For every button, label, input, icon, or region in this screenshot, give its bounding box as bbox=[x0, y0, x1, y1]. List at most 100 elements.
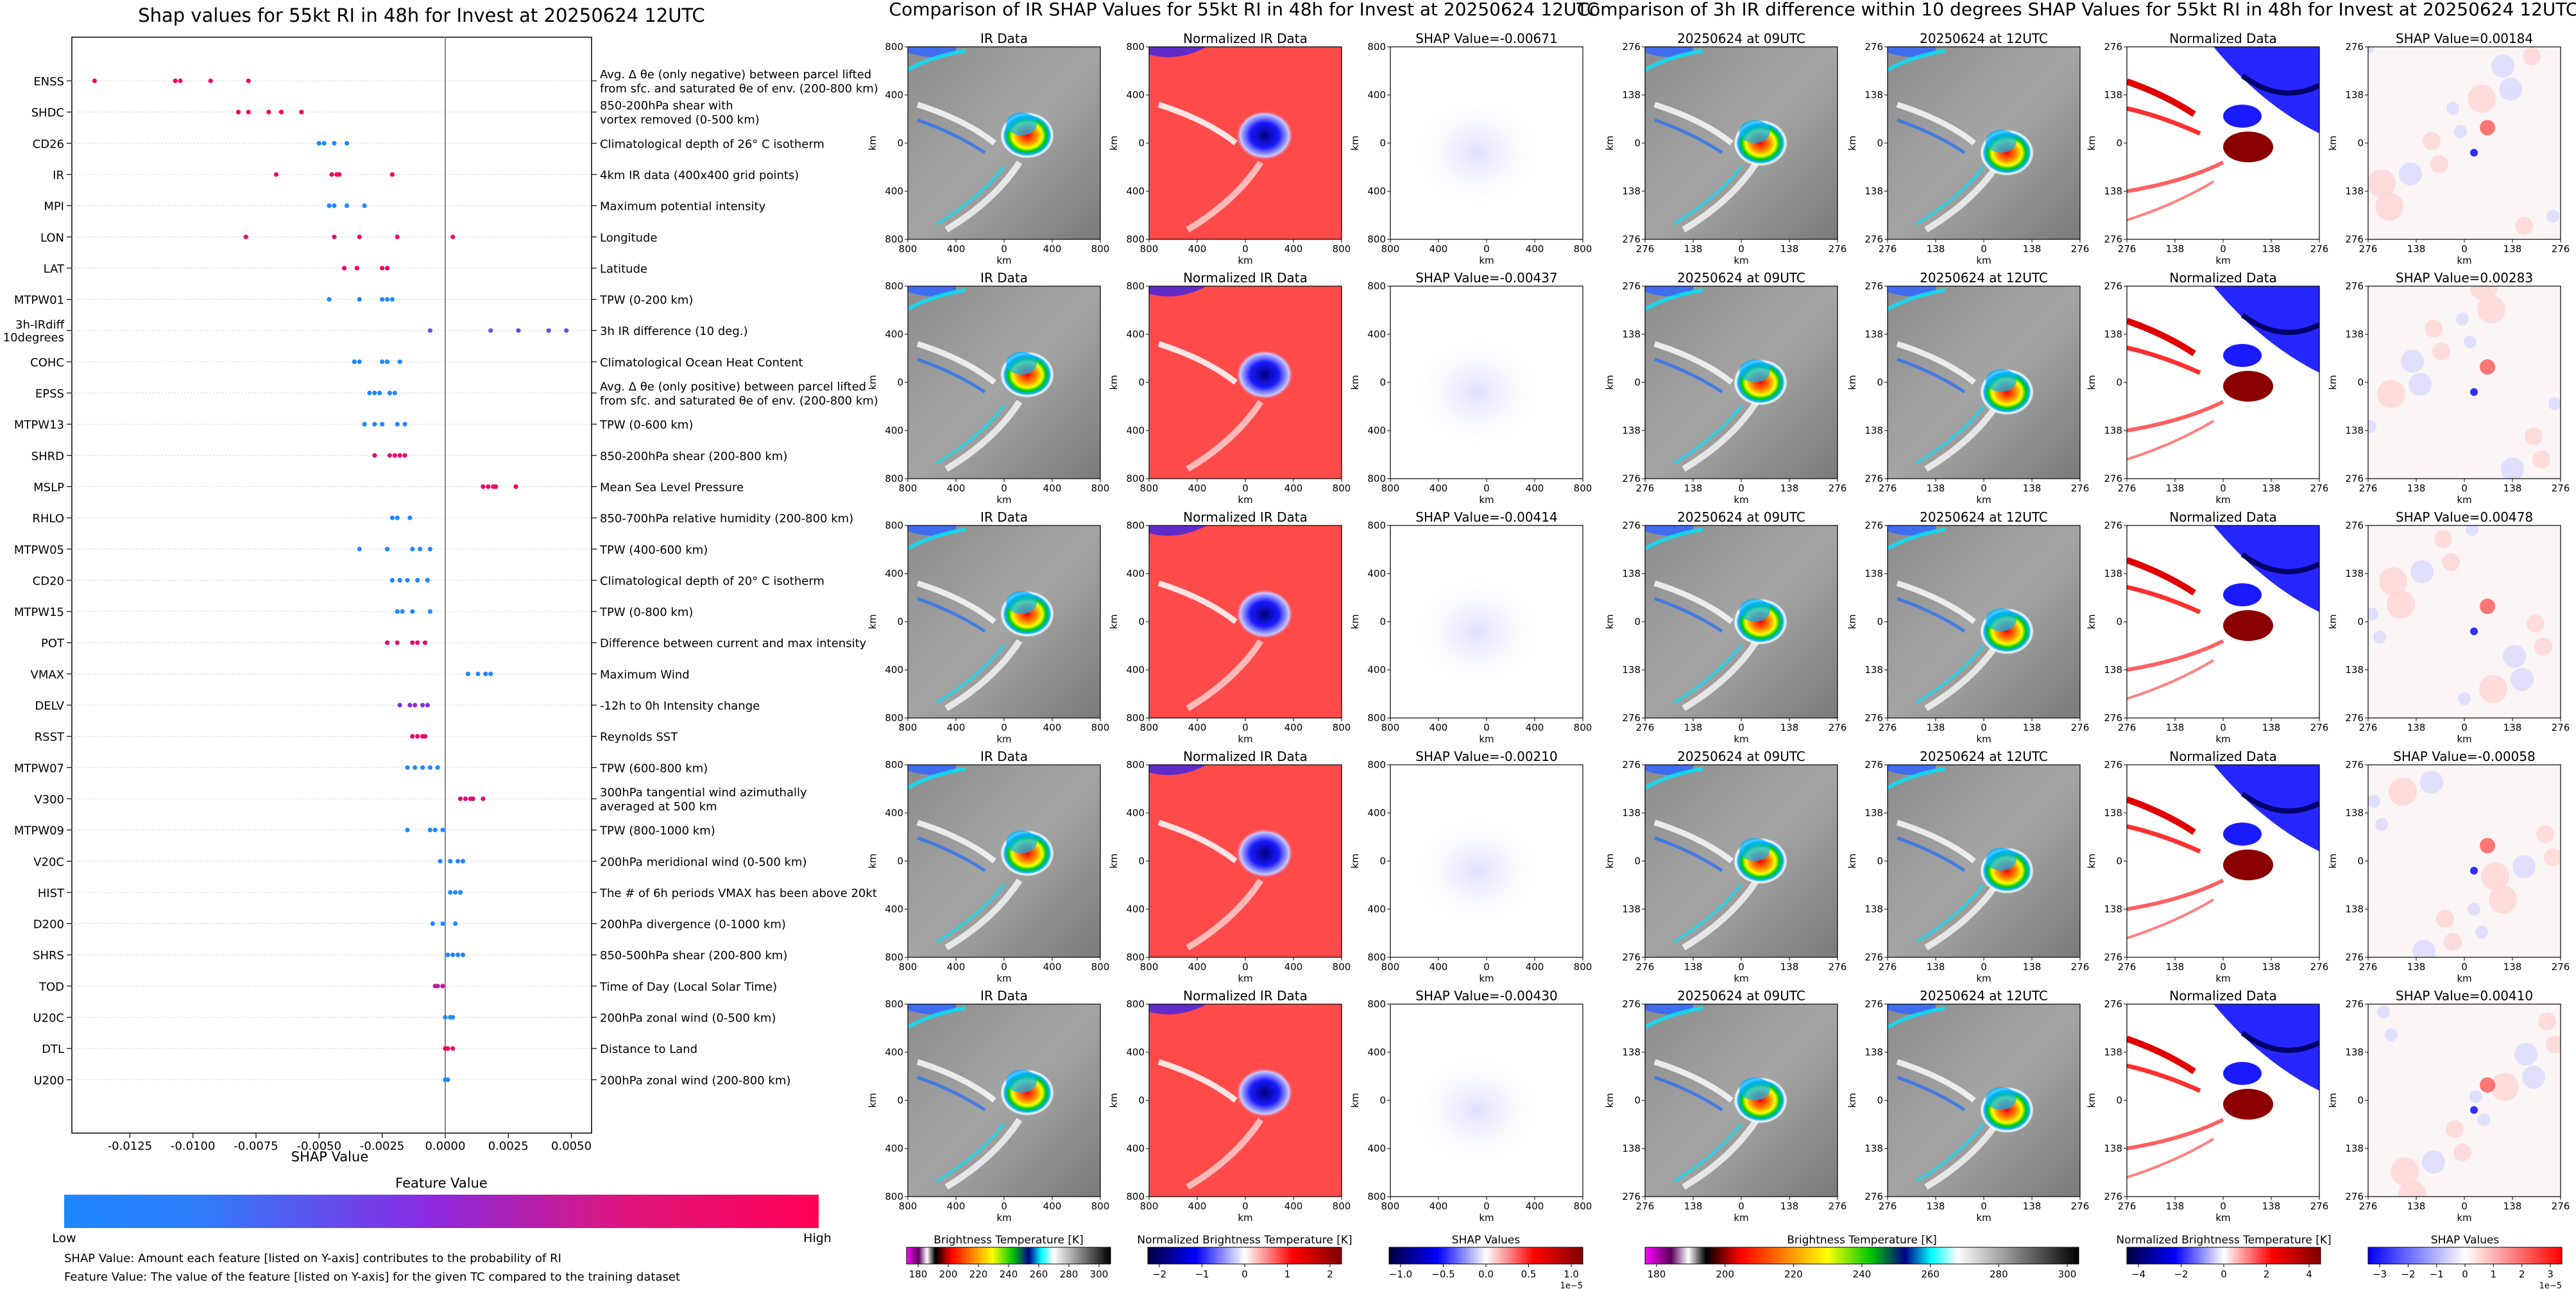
shap-point bbox=[380, 296, 385, 302]
shap-point bbox=[410, 547, 415, 552]
diff-x-tick-label: 0 bbox=[2220, 722, 2226, 733]
shap-feature-label: 3h-IRdiff bbox=[15, 318, 65, 332]
shap-point bbox=[413, 703, 418, 708]
diff-x-tick-label: 276 bbox=[2310, 482, 2329, 494]
ir-panel bbox=[1390, 765, 1583, 957]
diff-x-tick-label: 276 bbox=[1829, 722, 1847, 733]
ir-x-tick-label: 0 bbox=[1001, 961, 1007, 973]
ir-panel bbox=[908, 286, 1100, 479]
feature-colorbar-title: Feature Value bbox=[395, 1175, 488, 1191]
diff-x-tick-label: 138 bbox=[2503, 243, 2522, 255]
diff-y-tick-label: 138 bbox=[2104, 89, 2122, 101]
ir-y-axis-label: km bbox=[1349, 853, 1361, 868]
diff-norm-colorbar-tick-label: −4 bbox=[2131, 1268, 2145, 1280]
shap-feature-description: Difference between current and max inten… bbox=[600, 637, 867, 651]
feature-colorbar bbox=[64, 1195, 819, 1228]
diff-x-tick-label: 138 bbox=[2407, 961, 2426, 973]
shap-point bbox=[435, 984, 440, 989]
shap-point bbox=[377, 390, 382, 396]
ir-x-tick-label: 800 bbox=[899, 243, 917, 255]
diff-y-tick-label: 0 bbox=[2116, 377, 2122, 388]
ir-x-axis-label: km bbox=[1238, 733, 1252, 745]
ir-panel-grid: IR Data80080040040000400400800800kmkmNor… bbox=[867, 31, 1592, 1224]
diff-y-tick-label: 276 bbox=[2104, 952, 2122, 963]
shap-point bbox=[448, 858, 453, 864]
diff-y-tick-label: 276 bbox=[1864, 1191, 1883, 1202]
ir-x-axis-label: km bbox=[1238, 973, 1252, 984]
ir-y-axis-label: km bbox=[1108, 375, 1120, 389]
diff-y-tick-label: 138 bbox=[1864, 329, 1883, 340]
shap-point bbox=[450, 952, 456, 957]
ir-y-tick-label: 0 bbox=[897, 137, 903, 149]
diff-x-tick-label: 276 bbox=[2071, 482, 2090, 494]
diff-shap-colorbar-tick-label: 1 bbox=[2491, 1268, 2497, 1280]
diff-panel bbox=[1888, 286, 2080, 479]
diff-panel bbox=[2127, 47, 2319, 239]
ir-y-tick-label: 400 bbox=[1367, 568, 1386, 579]
ir-shap-colorbar-title: SHAP Values bbox=[1452, 1234, 1521, 1247]
diff-bt-colorbar-tick-label: 260 bbox=[1921, 1268, 1940, 1280]
ir-y-axis-label: km bbox=[867, 1093, 878, 1107]
diff-y-tick-label: 138 bbox=[2104, 807, 2122, 819]
ir-x-tick-label: 400 bbox=[1188, 243, 1207, 255]
shap-point bbox=[395, 515, 400, 520]
ir-y-axis-label: km bbox=[1108, 853, 1120, 868]
ir-y-tick-label: 800 bbox=[1126, 520, 1145, 531]
ir-y-tick-label: 400 bbox=[885, 664, 903, 676]
ir-x-tick-label: 0 bbox=[1242, 243, 1249, 255]
ir-y-tick-label: 400 bbox=[885, 1143, 903, 1154]
ir-y-tick-label: 800 bbox=[1367, 473, 1386, 484]
shap-point bbox=[384, 547, 390, 552]
diff-y-tick-label: 276 bbox=[2104, 473, 2122, 484]
ir-x-tick-label: 800 bbox=[1091, 1200, 1110, 1212]
diff-bt-colorbar-title: Brightness Temperature [K] bbox=[1787, 1234, 1936, 1247]
diff-panel-title: Normalized Data bbox=[2169, 31, 2277, 46]
ir-panel bbox=[908, 525, 1100, 718]
diff-x-axis-label: km bbox=[1734, 973, 1748, 984]
diff-norm-colorbar-tick-label: 4 bbox=[2306, 1268, 2312, 1280]
shap-point bbox=[357, 296, 362, 302]
ir-norm-colorbar bbox=[1147, 1247, 1342, 1265]
ir-y-tick-label: 800 bbox=[885, 234, 903, 245]
shap-feature-description: 850-200hPa shear (200-800 km) bbox=[600, 450, 787, 463]
ir-bt-colorbar-tick-label: 280 bbox=[1060, 1268, 1079, 1280]
ir-shap-colorbar-tick-label: −1.0 bbox=[1389, 1268, 1412, 1280]
shap-point bbox=[430, 921, 435, 926]
shap-feature-label: RHLO bbox=[32, 512, 64, 525]
ir-x-tick-label: 800 bbox=[1091, 243, 1110, 255]
ir-x-tick-label: 800 bbox=[1333, 722, 1351, 733]
shap-feature-description: Distance to Land bbox=[600, 1043, 697, 1056]
ir-x-tick-label: 800 bbox=[1333, 243, 1351, 255]
shap-point bbox=[397, 453, 402, 458]
shap-feature-label: CD20 bbox=[33, 574, 64, 588]
ir-x-tick-label: 0 bbox=[1001, 243, 1007, 255]
ir-x-tick-label: 400 bbox=[1429, 722, 1448, 733]
diff-x-tick-label: 276 bbox=[1829, 243, 1847, 255]
diff-x-tick-label: 138 bbox=[2262, 243, 2281, 255]
ir-panel bbox=[1149, 765, 1342, 957]
ir-panel bbox=[908, 1004, 1100, 1197]
diff-y-axis-label: km bbox=[2086, 375, 2097, 389]
diff-panel-title: Normalized Data bbox=[2169, 509, 2277, 525]
shap-point bbox=[397, 703, 402, 708]
diff-y-tick-label: 276 bbox=[1622, 998, 1641, 1010]
shap-point bbox=[332, 234, 337, 239]
diff-x-tick-label: 0 bbox=[2461, 482, 2468, 494]
diff-panel bbox=[1645, 525, 1838, 718]
diff-y-tick-label: 276 bbox=[2345, 473, 2364, 484]
shap-point bbox=[486, 484, 491, 490]
ir-bt-colorbar-tick-label: 180 bbox=[909, 1268, 928, 1280]
shap-feature-description: Maximum Wind bbox=[600, 668, 690, 681]
shap-point bbox=[445, 952, 450, 957]
diff-y-tick-label: 0 bbox=[2357, 377, 2364, 388]
shap-point bbox=[389, 172, 395, 177]
shap-feature-description: Maximum potential intensity bbox=[600, 200, 766, 214]
shap-point bbox=[488, 328, 493, 333]
shap-point bbox=[380, 359, 385, 364]
shap-point bbox=[407, 703, 413, 708]
diff-y-tick-label: 276 bbox=[2345, 998, 2364, 1010]
shap-point bbox=[546, 328, 551, 333]
diff-x-tick-label: 138 bbox=[2166, 722, 2185, 733]
shap-x-tick-label: 0.0025 bbox=[488, 1140, 529, 1153]
